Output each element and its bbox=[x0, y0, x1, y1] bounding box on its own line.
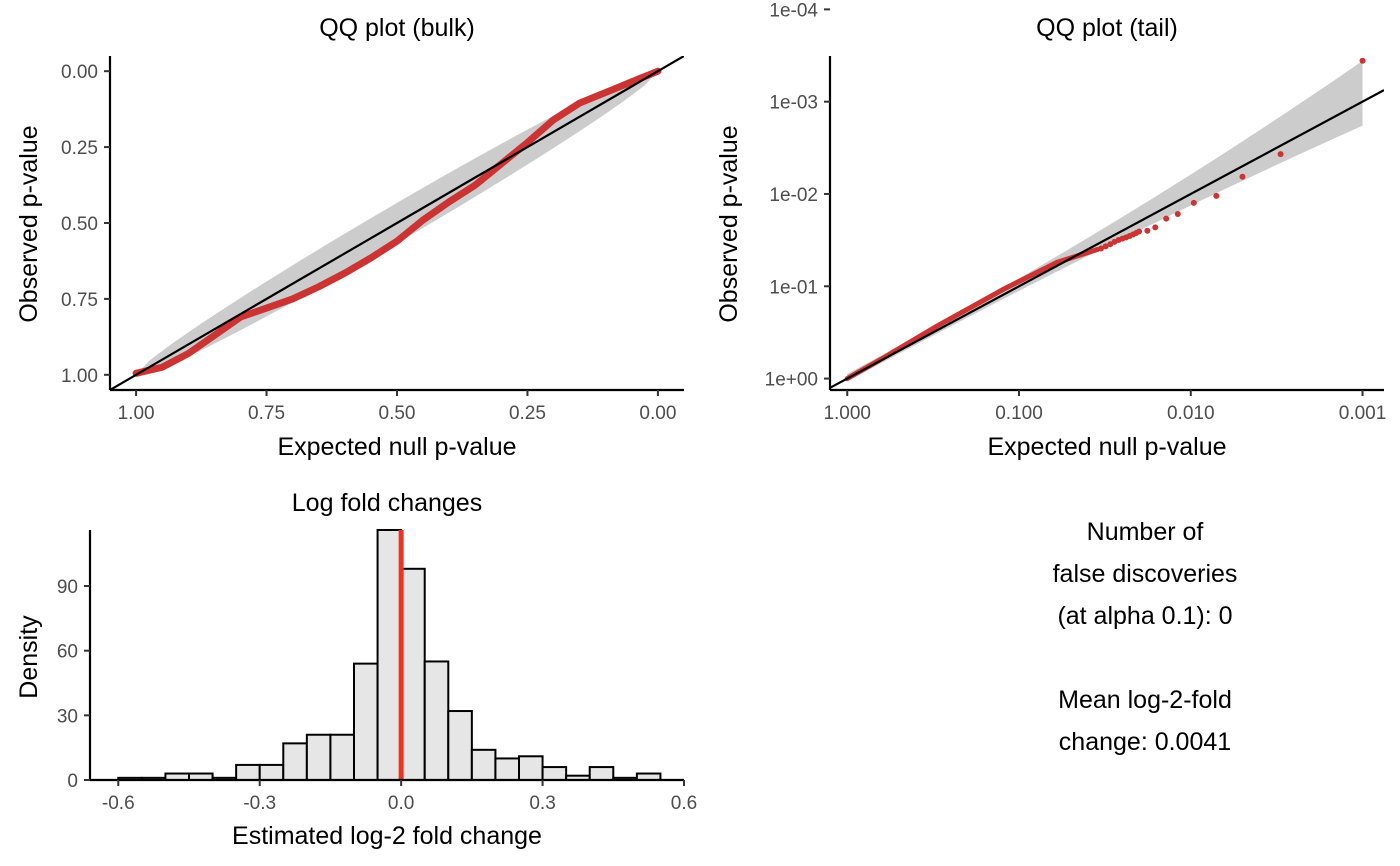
qq-tail-point bbox=[1174, 211, 1181, 218]
summary-line-1: Number of bbox=[1087, 518, 1204, 546]
summary-line-4: Mean log-2-fold bbox=[1058, 686, 1232, 714]
lfc-x-axis-title: Estimated log-2 fold change bbox=[232, 822, 542, 850]
summary-line-2: false discoveries bbox=[1053, 560, 1238, 588]
lfc-histogram-bar bbox=[518, 755, 544, 781]
lfc-histogram-bar bbox=[470, 748, 497, 781]
qq-bulk-observed-curve bbox=[132, 67, 662, 377]
qq-bulk-reference-line bbox=[110, 56, 684, 390]
qq-tail-reference-line bbox=[830, 89, 1384, 389]
summary-line-5: change: 0.0041 bbox=[1059, 728, 1231, 756]
lfc-x-tick-label: 0.0 bbox=[388, 793, 414, 814]
lfc-histogram-bar bbox=[494, 757, 520, 782]
lfc-y-tick-label: 0 bbox=[67, 771, 78, 792]
qq-bulk-y-ticks: 0.00 0.25 0.50 0.75 1.00 bbox=[61, 62, 110, 387]
qq-tail-point bbox=[1144, 227, 1151, 234]
lfc-histogram-bar bbox=[588, 766, 615, 782]
qq-tail-title: QQ plot (tail) bbox=[1036, 14, 1178, 42]
lfc-x-ticks: -0.6 -0.3 0.0 0.3 0.6 bbox=[102, 780, 697, 814]
qq-bulk-y-tick-label: 0.00 bbox=[61, 62, 98, 83]
qq-tail-y-tick-label: 1e+00 bbox=[765, 370, 818, 391]
lfc-y-axis-title: Density bbox=[15, 615, 43, 699]
qq-tail-x-ticks: 1.000 0.100 0.010 0.001 bbox=[823, 390, 1386, 424]
qq-tail-point bbox=[1359, 57, 1366, 64]
qq-bulk-title: QQ plot (bulk) bbox=[319, 14, 475, 42]
summary-text: Number of false discoveries (at alpha 0.… bbox=[1053, 518, 1238, 756]
lfc-histogram-bar bbox=[541, 766, 568, 782]
qq-bulk-x-tick-label: 0.75 bbox=[248, 403, 285, 424]
qq-tail-y-tick-label: 1e-02 bbox=[769, 185, 818, 206]
lfc-x-tick-label: -0.6 bbox=[102, 793, 135, 814]
qq-bulk-x-axis-title: Expected null p-value bbox=[277, 433, 516, 461]
qq-tail-point bbox=[1098, 245, 1105, 252]
summary-line-3: (at alpha 0.1): 0 bbox=[1057, 602, 1232, 630]
lfc-histogram-bar bbox=[329, 733, 355, 782]
qq-bulk-x-tick-label: 0.50 bbox=[379, 403, 416, 424]
qq-tail-x-tick-label: 1.000 bbox=[823, 403, 871, 424]
qq-tail-y-tick-label: 1e-04 bbox=[769, 0, 818, 21]
qq-tail-y-ticks: 1e+00 1e-01 1e-02 1e-03 1e-04 bbox=[765, 0, 830, 391]
qq-bulk-x-tick-label: 1.00 bbox=[118, 403, 155, 424]
qq-bulk-y-tick-label: 0.75 bbox=[61, 290, 98, 311]
qq-tail-point bbox=[1277, 151, 1284, 158]
qq-bulk-panel: QQ plot (bulk) 1.00 0.75 0.50 0.25 0.00 0.00… bbox=[15, 14, 684, 461]
qq-tail-points bbox=[1098, 57, 1366, 252]
qq-tail-point bbox=[1102, 243, 1109, 250]
qq-tail-x-tick-label: 0.001 bbox=[1339, 403, 1387, 424]
lfc-x-tick-label: 0.6 bbox=[671, 793, 697, 814]
lfc-y-tick-label: 60 bbox=[57, 642, 78, 663]
qq-tail-point bbox=[1163, 215, 1170, 222]
qq-tail-y-tick-label: 1e-01 bbox=[769, 277, 818, 298]
qq-tail-point bbox=[1213, 192, 1220, 199]
qq-bulk-y-tick-label: 0.25 bbox=[61, 138, 98, 159]
qq-bulk-x-tick-label: 0.00 bbox=[639, 403, 676, 424]
qq-bulk-x-tick-label: 0.25 bbox=[509, 403, 546, 424]
qq-tail-y-tick-label: 1e-03 bbox=[769, 93, 818, 114]
qq-bulk-y-tick-label: 0.50 bbox=[61, 214, 98, 235]
lfc-x-tick-label: -0.3 bbox=[243, 793, 276, 814]
lfc-histogram-bar bbox=[376, 529, 403, 781]
qq-tail-x-axis-title: Expected null p-value bbox=[987, 433, 1226, 461]
qq-tail-panel: QQ plot (tail) 1.000 0.100 0.010 0.001 1e+0… bbox=[715, 0, 1386, 461]
qq-tail-point bbox=[1152, 224, 1159, 231]
lfc-histogram-bar bbox=[235, 763, 261, 782]
lfc-x-tick-label: 0.3 bbox=[529, 793, 555, 814]
lfc-histogram-bar bbox=[353, 662, 379, 781]
qq-tail-x-tick-label: 0.010 bbox=[1167, 403, 1215, 424]
lfc-histogram-bar bbox=[305, 733, 332, 782]
qq-tail-x-tick-label: 0.100 bbox=[995, 403, 1043, 424]
lfc-histogram-bar bbox=[282, 742, 308, 781]
lfc-histogram-bars bbox=[117, 529, 662, 782]
lfc-histogram-bar bbox=[258, 763, 285, 782]
qq-tail-y-axis-title: Observed p-value bbox=[715, 125, 743, 322]
lfc-y-ticks: 0 30 60 90 bbox=[57, 577, 90, 792]
qq-tail-point bbox=[1239, 173, 1246, 180]
lfc-histogram-panel: Log fold changes -0.6 -0.3 0.0 0.3 0.6 0 30 60… bbox=[15, 489, 697, 850]
lfc-histogram-bar bbox=[400, 567, 426, 781]
qq-bulk-y-tick-label: 1.00 bbox=[61, 366, 98, 387]
lfc-histogram-bar bbox=[447, 710, 473, 781]
qq-tail-point bbox=[1190, 199, 1197, 206]
qq-bulk-x-ticks: 1.00 0.75 0.50 0.25 0.00 bbox=[118, 390, 676, 424]
qq-tail-point bbox=[1136, 228, 1143, 235]
lfc-y-tick-label: 90 bbox=[57, 577, 78, 598]
lfc-title: Log fold changes bbox=[292, 489, 482, 517]
lfc-y-tick-label: 30 bbox=[57, 706, 78, 727]
lfc-histogram-bar bbox=[423, 660, 450, 781]
qq-bulk-y-axis-title: Observed p-value bbox=[15, 125, 43, 322]
